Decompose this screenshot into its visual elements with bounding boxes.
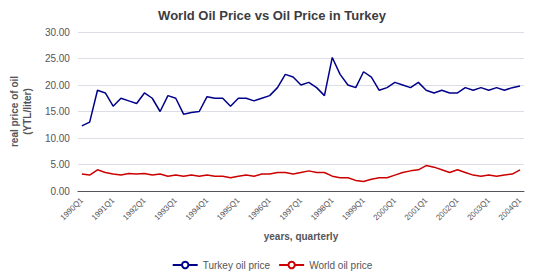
- svg-text:2004Q1: 2004Q1: [497, 195, 524, 222]
- svg-text:10.00: 10.00: [45, 133, 70, 144]
- svg-text:1993Q1: 1993Q1: [152, 195, 179, 222]
- svg-text:1998Q1: 1998Q1: [309, 195, 336, 222]
- svg-text:World Oil Price vs Oil Price i: World Oil Price vs Oil Price in Turkey: [158, 8, 387, 23]
- svg-text:1997Q1: 1997Q1: [278, 195, 305, 222]
- svg-text:30.00: 30.00: [45, 27, 70, 38]
- svg-text:25.00: 25.00: [45, 53, 70, 64]
- svg-text:1995Q1: 1995Q1: [215, 195, 242, 222]
- svg-text:15.00: 15.00: [45, 106, 70, 117]
- svg-text:2002Q1: 2002Q1: [434, 195, 461, 222]
- svg-text:2000Q1: 2000Q1: [372, 195, 399, 222]
- svg-text:World oil price: World oil price: [309, 260, 373, 271]
- svg-text:2003Q1: 2003Q1: [466, 195, 493, 222]
- svg-text:real price of oil: real price of oil: [9, 76, 20, 147]
- svg-text:1999Q1: 1999Q1: [340, 195, 367, 222]
- svg-text:2001Q1: 2001Q1: [403, 195, 430, 222]
- svg-text:0.00: 0.00: [50, 186, 70, 197]
- svg-text:(YTL/liter): (YTL/liter): [22, 88, 33, 135]
- svg-text:1996Q1: 1996Q1: [246, 195, 273, 222]
- svg-text:1994Q1: 1994Q1: [184, 195, 211, 222]
- svg-text:1990Q1: 1990Q1: [59, 195, 86, 222]
- svg-text:5.00: 5.00: [50, 159, 70, 170]
- svg-text:1991Q1: 1991Q1: [90, 195, 117, 222]
- svg-text:years, quarterly: years, quarterly: [264, 231, 339, 242]
- svg-text:Turkey oil price: Turkey oil price: [203, 260, 271, 271]
- svg-text:1992Q1: 1992Q1: [121, 195, 148, 222]
- svg-text:20.00: 20.00: [45, 80, 70, 91]
